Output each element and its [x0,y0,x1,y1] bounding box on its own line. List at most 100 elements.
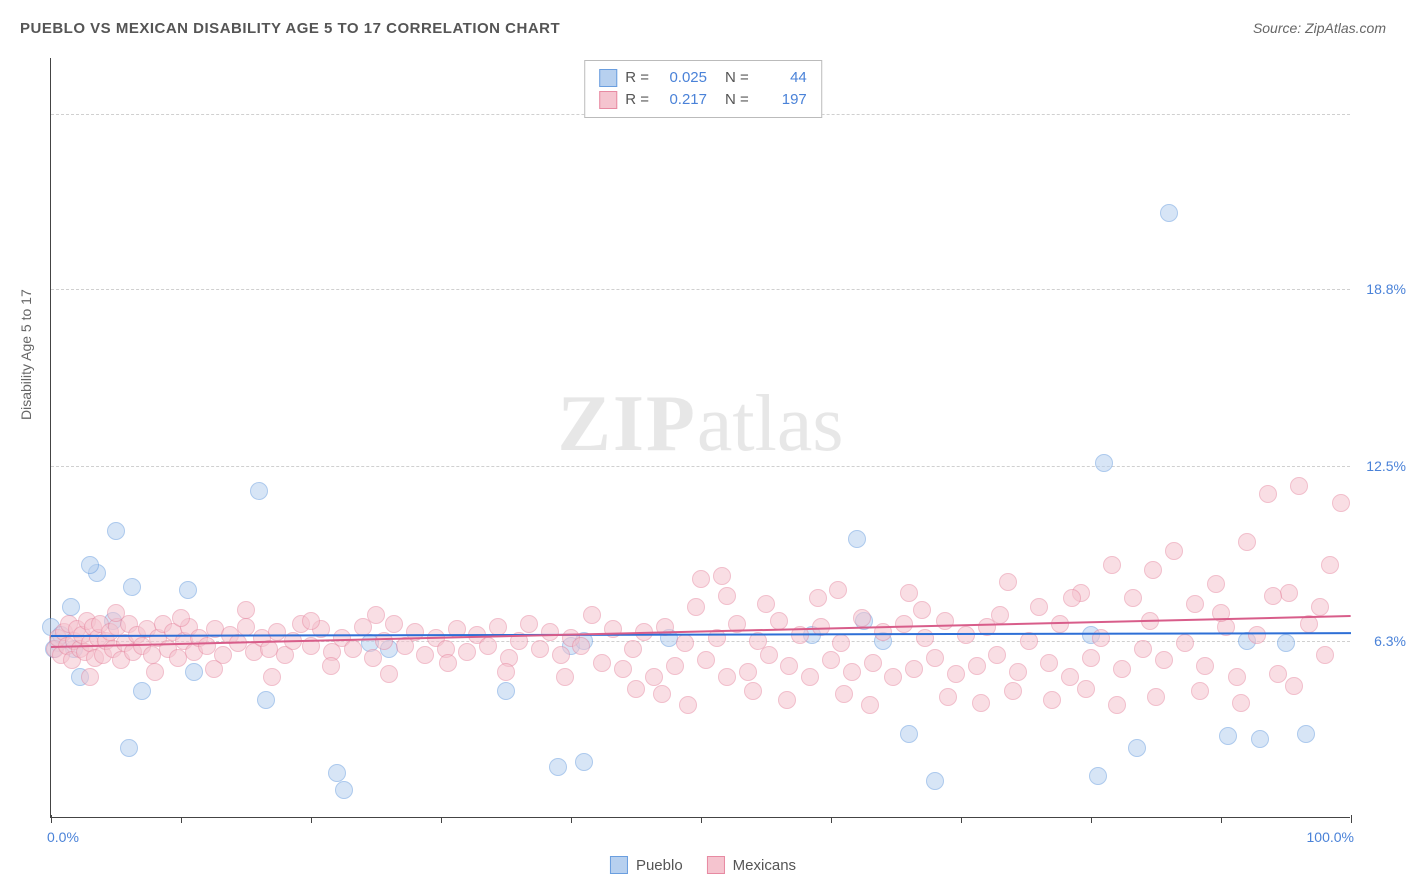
scatter-point [905,660,923,678]
scatter-point [552,646,570,664]
scatter-point [302,612,320,630]
watermark: ZIPatlas [558,378,844,469]
scatter-point [237,601,255,619]
legend-label: Mexicans [733,857,796,874]
scatter-point [120,739,138,757]
stat-r-label: R = [625,67,649,89]
y-tick-label: 18.8% [1366,281,1406,297]
scatter-point [676,634,694,652]
scatter-point [1095,454,1113,472]
scatter-point [809,589,827,607]
scatter-point [1219,727,1237,745]
scatter-point [367,606,385,624]
scatter-point [1009,663,1027,681]
scatter-point [1082,649,1100,667]
scatter-point [757,595,775,613]
scatter-point [1128,739,1146,757]
scatter-point [947,665,965,683]
scatter-point [81,668,99,686]
scatter-point [123,578,141,596]
x-tick-label: 100.0% [1307,829,1354,845]
x-tick-minor [1221,817,1222,823]
scatter-point [1191,682,1209,700]
stat-r-value: 0.025 [657,67,707,89]
scatter-point [692,570,710,588]
x-tick-minor [181,817,182,823]
scatter-point [1113,660,1131,678]
x-tick-minor [831,817,832,823]
gridline [51,466,1350,467]
scatter-point [972,694,990,712]
scatter-point [1030,598,1048,616]
stat-n-label: N = [725,67,749,89]
legend-label: Pueblo [636,857,683,874]
x-tick-major [1351,815,1352,823]
scatter-point [853,609,871,627]
scatter-point [718,587,736,605]
scatter-point [583,606,601,624]
legend-item: Pueblo [610,856,683,874]
scatter-point [541,623,559,641]
scatter-point [939,688,957,706]
scatter-point [760,646,778,664]
scatter-point [713,567,731,585]
legend-swatch [610,856,628,874]
scatter-point [497,663,515,681]
scatter-point [133,682,151,700]
scatter-point [1134,640,1152,658]
y-tick-label: 12.5% [1366,458,1406,474]
x-tick-minor [571,817,572,823]
scatter-plot-area: ZIPatlas 6.3%12.5%18.8%0.0%100.0% [50,58,1350,818]
chart-title: PUEBLO VS MEXICAN DISABILITY AGE 5 TO 17… [20,20,560,37]
scatter-point [1160,204,1178,222]
scatter-point [739,663,757,681]
scatter-point [1063,589,1081,607]
scatter-point [848,530,866,548]
scatter-point [344,640,362,658]
y-tick-label: 6.3% [1374,633,1406,649]
scatter-point [624,640,642,658]
scatter-point [1332,494,1350,512]
scatter-point [988,646,1006,664]
x-tick-major [51,815,52,823]
stat-r-value: 0.217 [657,89,707,111]
scatter-point [913,601,931,619]
scatter-point [107,604,125,622]
scatter-point [1043,691,1061,709]
scatter-point [1297,725,1315,743]
scatter-point [900,584,918,602]
x-tick-minor [441,817,442,823]
scatter-point [1196,657,1214,675]
scatter-point [1248,626,1266,644]
gridline [51,289,1350,290]
scatter-point [1176,634,1194,652]
scatter-point [614,660,632,678]
scatter-point [645,668,663,686]
scatter-point [1264,587,1282,605]
scatter-point [835,685,853,703]
scatter-point [489,618,507,636]
scatter-point [1259,485,1277,503]
scatter-point [895,615,913,633]
scatter-point [1207,575,1225,593]
scatter-point [1186,595,1204,613]
scatter-point [679,696,697,714]
bottom-legend: Pueblo Mexicans [610,856,796,874]
source-label: Source: ZipAtlas.com [1253,20,1386,36]
scatter-point [1092,629,1110,647]
scatter-point [1103,556,1121,574]
scatter-point [1165,542,1183,560]
scatter-point [1089,767,1107,785]
scatter-point [328,764,346,782]
scatter-point [146,663,164,681]
scatter-point [829,581,847,599]
scatter-point [926,649,944,667]
stat-n-value: 197 [757,89,807,111]
scatter-point [62,598,80,616]
scatter-point [335,781,353,799]
scatter-point [1040,654,1058,672]
scatter-point [531,640,549,658]
scatter-point [926,772,944,790]
scatter-point [250,482,268,500]
scatter-point [801,668,819,686]
